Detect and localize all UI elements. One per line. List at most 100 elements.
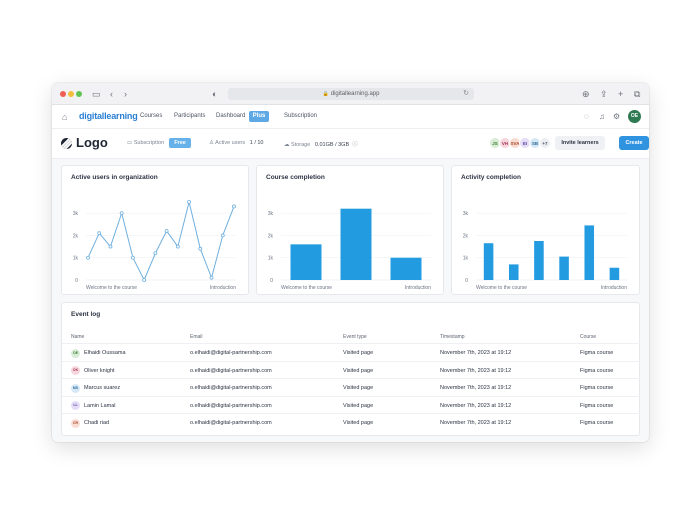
course-completion-title: Course completion: [266, 174, 325, 181]
nav-dashboard[interactable]: Dashboard: [216, 113, 246, 119]
lock-icon: 🔒: [322, 91, 329, 97]
invite-learners-button[interactable]: Invite learners: [555, 136, 605, 150]
table-row[interactable]: MS Marcus suarez o.elhaidi@digital-partner…: [62, 378, 641, 396]
active-users-chart: 3k 2k 1k 0 Welcome to the course Introduction: [73, 200, 236, 291]
tab-overview-icon[interactable]: ⧉: [634, 89, 641, 99]
y-tick-label: 2k: [268, 233, 274, 239]
course-completion-card: Course completion 3k 2k 1k 0 Welcome to the …: [256, 165, 444, 295]
org-header: Logo ▭ Subscription Free ♙ Active users …: [52, 129, 649, 159]
row-name: Chadi riad: [84, 420, 110, 426]
learner-avatar[interactable]: EI: [519, 137, 531, 149]
row-course: Figma course: [580, 385, 614, 391]
subscription-badge: Free: [169, 138, 191, 148]
active-users-title: Active users in organization: [71, 174, 158, 181]
row-name: Oliver knight: [84, 367, 115, 374]
gear-icon[interactable]: ⚙: [613, 112, 621, 121]
table-row[interactable]: LL Lamin Lamal o.elhaidi@digital-partnersh…: [62, 395, 641, 414]
y-tick-label: 0: [75, 278, 78, 284]
bar: [584, 225, 595, 280]
active-users-label: Active users: [215, 140, 246, 146]
col-course[interactable]: Course: [580, 334, 597, 340]
nav-participants[interactable]: Participants: [174, 113, 206, 119]
address-bar[interactable]: 🔒 digitallearning.app ↻: [228, 88, 474, 100]
row-email: o.elhaidi@digital-partnership.com: [190, 420, 272, 426]
forward-icon[interactable]: ›: [124, 89, 127, 99]
back-icon[interactable]: ‹: [110, 89, 113, 99]
row-avatar: OK: [71, 366, 80, 375]
x-end-label: Introduction: [601, 285, 627, 291]
plus-badge[interactable]: Plus: [249, 111, 269, 122]
table-row[interactable]: OE Elhaidi Oussama o.elhaidi@digital-partn…: [62, 343, 641, 361]
row-timestamp: November 7th, 2023 at 19:12: [440, 402, 512, 409]
series-line: [87, 201, 235, 282]
row-email: o.elhaidi@digital-partnership.com: [190, 385, 272, 391]
data-point: [187, 200, 191, 204]
privacy-shield-icon[interactable]: ◐: [212, 89, 218, 99]
y-tick-label: 3k: [73, 211, 79, 217]
nav-courses[interactable]: Courses: [140, 113, 163, 119]
bar: [609, 267, 620, 280]
bell-icon[interactable]: ♫: [599, 112, 605, 121]
browser-window: ▭ ‹ › ◐ 🔒 digitallearning.app ↻ ⊕ ⇪ + ⧉ ⌂…: [52, 83, 649, 442]
col-name[interactable]: Name: [71, 334, 85, 340]
row-timestamp: November 7th, 2023 at 19:12: [440, 385, 512, 391]
close-window-button[interactable]: [60, 91, 66, 97]
bar: [559, 256, 569, 280]
storage-meta: ☁ Storage 0.01GB / 3GB ⓘ: [284, 140, 358, 148]
data-point: [142, 278, 147, 282]
col-timestamp[interactable]: Timestamp: [440, 334, 465, 340]
event-log-card: Event log Name Email Event type Timestam…: [61, 302, 641, 436]
browser-toolbar: ▭ ‹ › ◐ 🔒 digitallearning.app ↻ ⊕ ⇪ + ⧉: [52, 83, 649, 105]
app-nav: ⌂ digitallearning Courses Participants D…: [52, 105, 649, 129]
row-avatar: CR: [71, 418, 80, 428]
col-email[interactable]: Email: [190, 334, 203, 340]
data-point: [164, 229, 169, 233]
bar: [340, 208, 372, 280]
data-point: [198, 246, 203, 251]
row-email: o.elhaidi@digital-partnership.com: [190, 367, 272, 374]
bar: [508, 264, 519, 280]
row-avatar: LL: [71, 401, 80, 410]
y-tick-label: 3k: [463, 211, 469, 217]
sidebar-toggle-icon[interactable]: ▭: [92, 89, 101, 99]
row-name: Lamin Lamal: [84, 402, 116, 409]
minimize-window-button[interactable]: [68, 91, 74, 97]
col-event-type[interactable]: Event type: [343, 334, 367, 340]
share-icon[interactable]: ⇪: [600, 89, 608, 99]
course-completion-chart: 3k 2k 1k 0 Welcome to the course Introduction: [268, 208, 431, 291]
row-course: Figma course: [580, 420, 614, 426]
bar: [290, 244, 322, 280]
activity-completion-title: Activity completion: [461, 174, 521, 181]
x-end-label: Introduction: [210, 285, 236, 291]
y-tick-label: 2k: [73, 233, 79, 239]
row-timestamp: November 7th, 2023 at 19:12: [440, 420, 512, 426]
y-tick-label: 1k: [463, 256, 469, 262]
activity-completion-card: Activity completion 3k 2k 1k 0 Welcome to th…: [451, 165, 640, 295]
new-tab-icon[interactable]: +: [618, 89, 624, 99]
brand-logo[interactable]: digitallearning: [79, 111, 138, 121]
chat-icon[interactable]: ◌: [584, 112, 589, 121]
maximize-window-button[interactable]: [76, 91, 82, 97]
row-course: Figma course: [580, 367, 614, 374]
data-point: [97, 231, 102, 236]
data-point: [175, 244, 180, 249]
learner-avatar[interactable]: +7: [539, 137, 551, 149]
nav-subscription[interactable]: Subscription: [284, 113, 318, 119]
table-row[interactable]: OK Oliver knight o.elhaidi@digital-partner…: [62, 360, 641, 379]
cloud-icon: ☁: [284, 142, 290, 148]
table-row[interactable]: CR Chadi riad o.elhaidi@digital-partnershi…: [62, 413, 641, 431]
download-icon[interactable]: ⊕: [582, 89, 590, 99]
create-button[interactable]: Create: [619, 136, 649, 150]
info-icon[interactable]: ⓘ: [352, 142, 358, 148]
x-start-label: Welcome to the course: [281, 285, 332, 291]
row-avatar: OE: [71, 348, 80, 358]
reload-icon[interactable]: ↻: [463, 90, 469, 97]
user-avatar[interactable]: OE: [628, 110, 641, 123]
x-start-label: Welcome to the course: [476, 285, 527, 291]
data-point: [86, 255, 90, 260]
subscription-meta: ▭ Subscription: [127, 140, 164, 146]
y-tick-label: 3k: [268, 211, 274, 217]
home-icon[interactable]: ⌂: [62, 112, 68, 122]
row-timestamp: November 7th, 2023 at 19:12: [440, 367, 512, 374]
row-event-type: Visited page: [343, 367, 374, 374]
